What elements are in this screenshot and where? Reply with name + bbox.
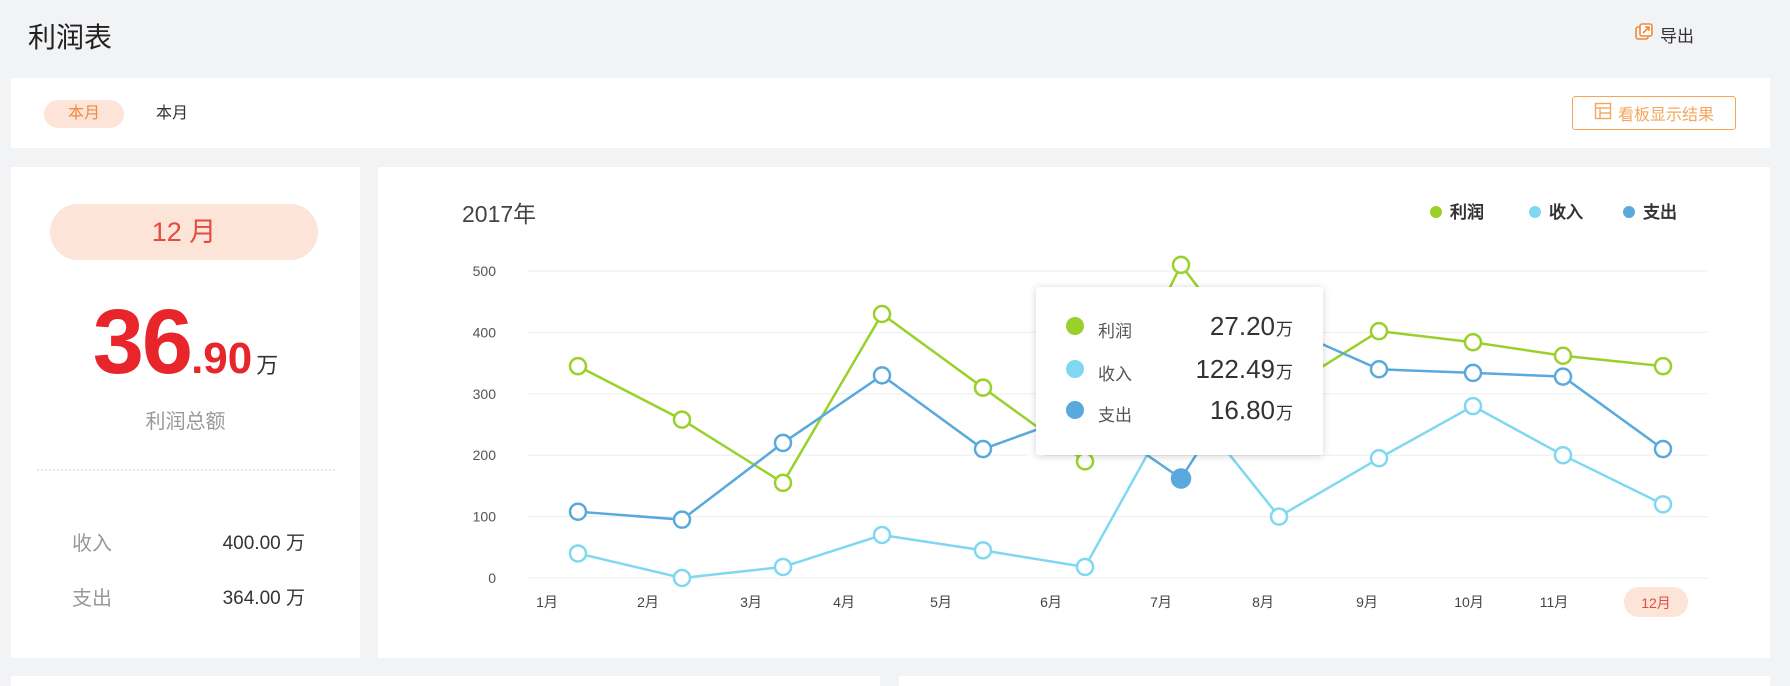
data-point [1075,557,1095,577]
x-tick-label: 10月 [1454,594,1484,610]
data-point [672,568,692,588]
x-tick-label: 12月 [1641,595,1671,611]
divider [37,469,335,471]
data-point [1653,495,1673,514]
data-point [1553,346,1573,365]
y-tick-label: 400 [473,324,497,340]
data-point [1463,363,1483,383]
tooltip-row-expense: 支出 16.80万 [1036,395,1323,425]
export-label: 导出 [1660,27,1694,46]
x-tick-label: 4月 [833,594,855,610]
y-tick-label: 0 [488,570,496,586]
board-button-label: 看板显示结果 [1617,107,1714,124]
data-point [872,366,892,385]
board-icon [1594,102,1618,125]
tooltip-dot [1066,360,1084,378]
y-tick-label: 300 [473,386,497,402]
profit-total-value: 36.90 万 [0,290,371,395]
tooltip-value: 27.20万 [1209,311,1293,341]
data-point [568,356,588,376]
bottom-left-panel [11,676,880,686]
legend-dot [1430,206,1442,218]
export-button[interactable]: 导出 [1634,22,1694,47]
data-point [1369,359,1389,379]
legend-dot [1623,206,1635,218]
tooltip-dot [1066,317,1084,335]
y-tick-label: 200 [473,447,497,463]
data-point [1269,507,1289,526]
profit-integer: 36 [92,291,193,393]
data-point [1653,439,1673,459]
bottom-right-panel [899,676,1770,686]
expense-value: 364.00 万 [222,588,305,609]
data-point [773,473,793,493]
data-point [1369,449,1389,468]
x-tick-label: 7月 [1150,594,1172,610]
tooltip-row-profit: 利润 27.20万 [1036,311,1323,341]
board-display-button[interactable]: 看板显示结果 [1572,96,1736,130]
data-point [872,525,892,545]
data-point [1463,332,1483,352]
income-value: 400.00 万 [222,533,305,554]
data-point [872,304,892,324]
profit-total-label: 利润总额 [145,411,226,433]
tab-this-month-active[interactable]: 本月 [44,100,124,128]
x-tick-label: 3月 [740,594,762,610]
data-point [672,510,692,529]
tooltip-pointer [1026,454,1046,469]
month-badge: 12 月 [50,204,318,260]
y-tick-label: 500 [473,263,497,279]
tooltip-value: 16.80万 [1209,395,1293,425]
legend-dot [1529,206,1541,218]
data-point [1171,255,1191,275]
tooltip-name: 支出 [1098,406,1132,425]
x-tick-label: 8月 [1252,594,1274,610]
legend-label: 利润 [1450,202,1484,222]
expense-label: 支出 [72,588,112,610]
legend-label: 支出 [1643,202,1677,222]
data-point [672,410,692,429]
y-tick-label: 100 [473,509,497,525]
data-point [1553,367,1573,386]
x-tick-label: 9月 [1356,594,1378,610]
data-point [973,541,993,560]
x-tick-label: 6月 [1040,594,1062,610]
series-line-1 [577,391,1664,580]
data-point [568,544,588,563]
data-point [568,502,588,521]
page-title: 利润表 [28,22,113,53]
data-point [773,433,793,453]
data-point [1369,321,1389,341]
tab-this-month[interactable]: 本月 [156,105,189,122]
export-icon [1634,22,1654,47]
tooltip-row-income: 收入 122.49万 [1036,354,1323,384]
x-label-highlight [1624,587,1688,617]
income-label: 收入 [72,533,112,555]
tooltip-name: 利润 [1098,322,1132,341]
data-point [973,439,993,459]
x-tick-label: 2月 [637,594,659,610]
data-point [1075,452,1095,471]
x-tick-label: 11月 [1540,594,1569,610]
data-point [1463,396,1483,416]
data-point [1553,445,1573,465]
x-tick-label: 1月 [536,594,558,610]
x-tick-label: 5月 [930,594,952,610]
data-point [973,378,993,397]
profit-decimal: .90 [191,334,253,383]
legend-label: 收入 [1549,202,1583,222]
data-point [1170,468,1192,489]
data-point [1653,356,1673,376]
chart-tooltip: 利润 27.20万 收入 122.49万 支出 16.80万 [1036,287,1323,455]
profit-unit: 万 [256,353,279,378]
filter-bar [11,78,1770,148]
tooltip-name: 收入 [1098,365,1132,384]
tooltip-dot [1066,401,1084,419]
chart-title: 2017年 [462,201,536,227]
data-point [773,557,793,577]
tooltip-value: 122.49万 [1195,354,1293,384]
